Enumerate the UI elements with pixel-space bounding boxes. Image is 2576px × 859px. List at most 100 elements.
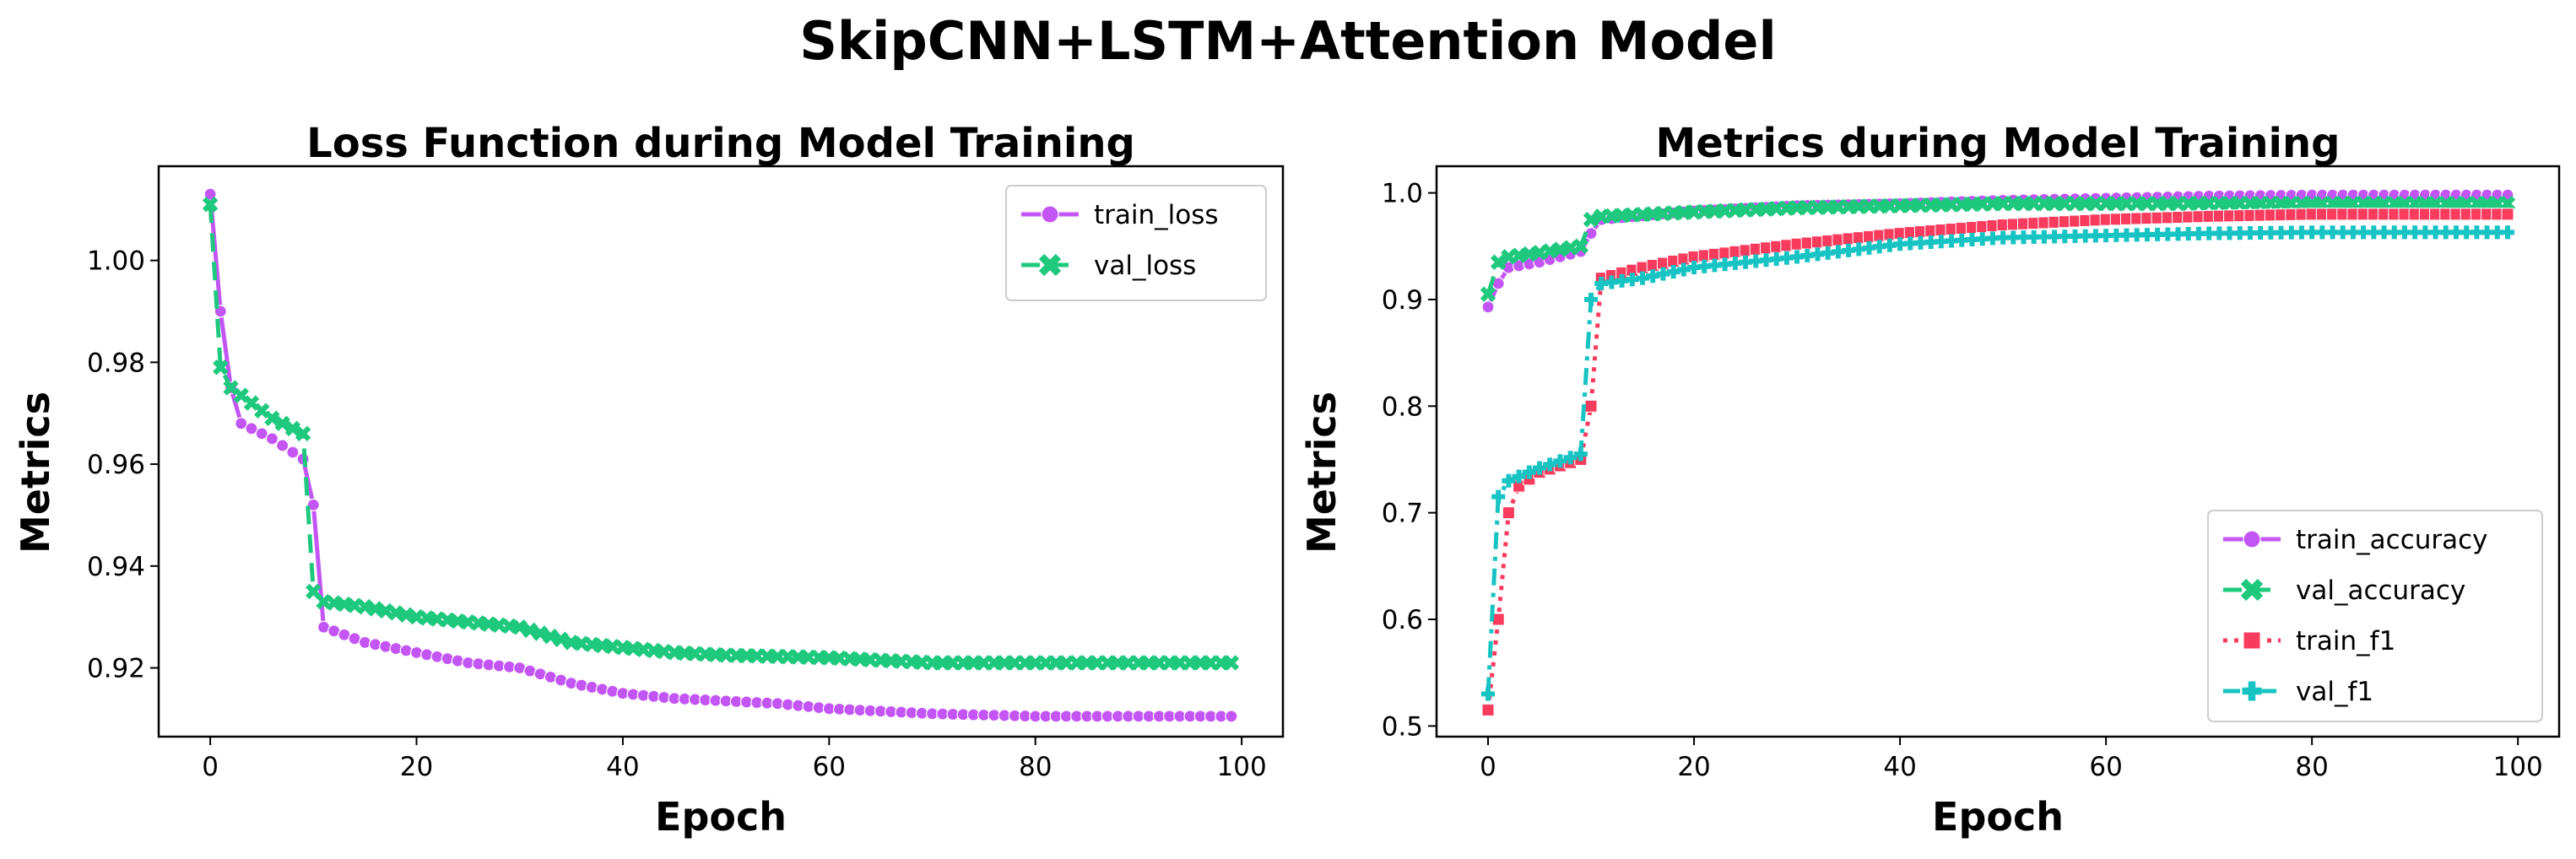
- metrics-chart-legend-label: val_f1: [2296, 677, 2373, 707]
- series-val_loss-point: [284, 420, 301, 437]
- series-train_loss-point: [441, 652, 454, 666]
- loss-chart-xtick-label: 80: [1019, 752, 1052, 782]
- series-train_loss-point: [399, 644, 413, 657]
- series-val_loss-point: [295, 425, 311, 442]
- loss-chart-xtick-label: 60: [813, 752, 846, 782]
- loss-chart-legend-marker: [1038, 253, 1062, 277]
- series-val_accuracy-point: [1490, 254, 1507, 270]
- metrics-chart-xtick-label: 100: [2493, 752, 2543, 782]
- series-train_loss-point: [306, 498, 320, 511]
- series-val_loss-point: [377, 602, 394, 619]
- metrics-chart-ytick-label: 1.0: [1382, 179, 1423, 209]
- loss-chart-ytick-label: 0.96: [87, 450, 145, 480]
- loss-chart-title: Loss Function during Model Training: [306, 120, 1135, 167]
- series-train_loss-point: [235, 417, 248, 430]
- series-train_loss: [203, 187, 1238, 723]
- metrics-chart-ylabel: Metrics: [1299, 392, 1345, 554]
- series-val_accuracy-point: [1480, 286, 1496, 302]
- series-train_loss-point: [1225, 710, 1238, 723]
- series-val_loss-point: [553, 631, 569, 647]
- metrics-chart-ytick-label: 0.6: [1382, 605, 1423, 635]
- series-val_f1: [1480, 225, 2515, 701]
- series-val_accuracy-point: [1562, 240, 1578, 256]
- series-val_f1-point: [1583, 292, 1599, 306]
- loss-chart-legend-marker: [1041, 205, 1059, 224]
- series-val_accuracy-point: [1531, 245, 1548, 261]
- series-val_f1-point: [2500, 225, 2515, 240]
- loss-chart-ylabel: Metrics: [13, 392, 58, 554]
- series-val_f1-point: [1512, 469, 1526, 484]
- series-val_f1-point: [1522, 465, 1536, 479]
- series-train_loss-point: [276, 439, 290, 452]
- metrics-chart-xtick-label: 40: [1883, 752, 1916, 782]
- series-val_loss-point: [213, 359, 229, 375]
- series-val_f1-point: [1480, 687, 1496, 701]
- series-train_loss-point: [286, 446, 300, 459]
- series-train_f1-point: [1584, 399, 1598, 413]
- series-train_loss-point: [379, 640, 392, 653]
- series-val_loss-line: [208, 204, 1231, 665]
- series-train_loss-point: [565, 677, 578, 690]
- metrics-chart-title: Metrics during Model Training: [1656, 120, 2341, 167]
- series-train_f1-point: [1481, 703, 1495, 716]
- loss-chart-xtick-label: 40: [606, 752, 639, 782]
- series-val_loss-point: [522, 622, 538, 639]
- loss-chart: Loss Function during Model Training Epoc…: [13, 120, 1285, 840]
- metrics-chart-xtick-label: 0: [1480, 752, 1496, 782]
- loss-chart-xtick-label: 0: [202, 752, 219, 782]
- series-train_loss-point: [606, 684, 620, 698]
- series-train_loss-point: [369, 638, 382, 651]
- series-val_accuracy-point: [1572, 238, 1589, 254]
- series-val_accuracy-point: [1541, 243, 1558, 259]
- metrics-chart-legend-label: train_accuracy: [2296, 525, 2488, 555]
- series-train_accuracy-point: [1481, 300, 1495, 314]
- series-val_loss-point: [264, 410, 280, 426]
- series-val_accuracy: [1480, 195, 2516, 302]
- metrics-chart-xtick-label: 80: [2295, 752, 2328, 782]
- metrics-chart-frame: [1435, 165, 2561, 738]
- series-train_f1-point: [1502, 506, 1515, 520]
- series-val_accuracy-point: [1583, 211, 1599, 228]
- metrics-chart-legend-label: val_accuracy: [2296, 575, 2465, 606]
- series-val_f1-point: [1573, 447, 1588, 462]
- series-val_loss-point: [532, 625, 549, 641]
- series-val_f1-point: [1563, 451, 1578, 465]
- loss-chart-ytick-label: 0.94: [87, 552, 145, 582]
- loss-chart-xtick-label: 20: [400, 752, 433, 782]
- series-train_loss-point: [409, 646, 424, 660]
- loss-chart-legend: train_loss val_loss: [1005, 185, 1267, 301]
- series-train_loss-point: [575, 678, 588, 692]
- loss-chart-ytick-label: 0.98: [87, 348, 145, 378]
- loss-chart-legend-label: train_loss: [1094, 200, 1219, 230]
- series-val_loss-point: [306, 583, 322, 600]
- series-train_loss-point: [265, 432, 279, 446]
- series-train_loss-point: [420, 648, 434, 662]
- metrics-chart-legend-marker: [2243, 631, 2261, 650]
- metrics-chart-xtick-label: 20: [1677, 752, 1710, 782]
- series-val_loss-point: [274, 415, 290, 432]
- series-train_loss-point: [389, 641, 403, 656]
- metrics-chart: Metrics during Model Training Epoch Metr…: [1299, 120, 2561, 840]
- loss-chart-xlabel: Epoch: [655, 794, 787, 840]
- metrics-chart-xtick-label: 60: [2089, 752, 2122, 782]
- metrics-chart-legend-marker: [2242, 681, 2262, 701]
- loss-chart-frame: [157, 165, 1285, 738]
- metrics-chart-ytick-label: 0.5: [1382, 711, 1423, 742]
- series-train_loss-point: [451, 654, 464, 667]
- series-val_loss-point: [398, 607, 414, 623]
- series-val_f1-point: [1553, 454, 1567, 468]
- metrics-chart-legend: train_accuracy val_accuracy train_f1 val_f1: [2207, 510, 2543, 722]
- series-val_loss-point: [387, 605, 404, 621]
- series-val_f1-point: [1502, 473, 1516, 488]
- metrics-chart-legend-box: [2207, 510, 2543, 722]
- series-val_accuracy-point: [1552, 241, 1568, 257]
- metrics-chart-legend-marker: [2240, 578, 2264, 602]
- series-train_loss-point: [255, 427, 268, 440]
- series-train_loss-point: [585, 680, 598, 694]
- loss-chart-ytick-label: 1.00: [87, 246, 145, 277]
- metrics-chart-legend-label: train_f1: [2296, 626, 2395, 656]
- series-val_loss-point: [357, 598, 373, 615]
- series-val_loss-point: [511, 619, 528, 635]
- series-train_loss-point: [358, 635, 372, 649]
- loss-chart-legend-label: val_loss: [1094, 251, 1196, 281]
